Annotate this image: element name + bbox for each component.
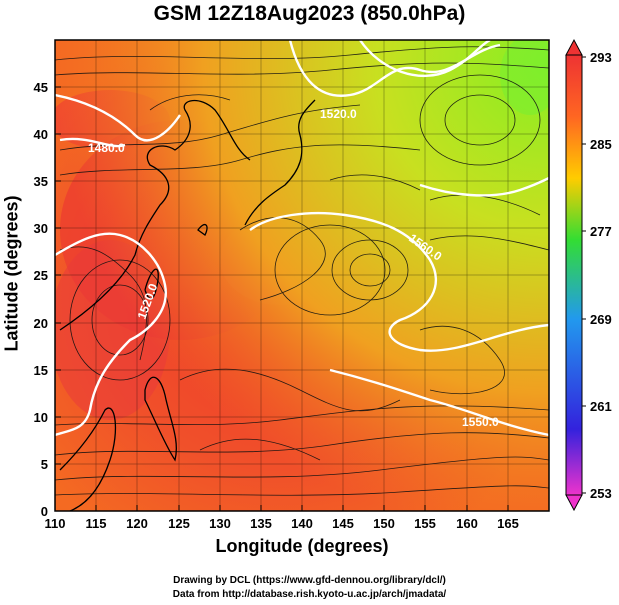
- map-title: GSM 12Z18Aug2023 (850.0hPa): [153, 2, 466, 25]
- x-tick-label: 115: [86, 516, 107, 531]
- x-tick-label: 165: [497, 516, 519, 531]
- credit-data-source: Data from http://database.rish.kyoto-u.a…: [172, 589, 447, 600]
- x-tick-label: 150: [373, 516, 395, 531]
- contour-label: 1480.0: [88, 141, 125, 155]
- x-tick-label: 160: [456, 516, 478, 531]
- x-tick-label: 135: [250, 516, 272, 531]
- colorbar-scale: [565, 54, 583, 496]
- y-tick-label: 5: [41, 457, 48, 472]
- colorbar-tick-label: 293: [590, 50, 612, 65]
- height-contours: [55, 40, 549, 437]
- y-tick-label: 0: [41, 504, 48, 519]
- y-tick-label: 40: [34, 127, 48, 142]
- credit-drawing: Drawing by DCL (https://www.gfd-dennou.o…: [173, 575, 446, 586]
- y-tick-label: 15: [34, 363, 48, 378]
- colorbar-tick-label: 253: [590, 486, 612, 501]
- colorbar: 293 285 277 269 261 253: [565, 38, 612, 512]
- colorbar-tick-label: 269: [590, 312, 612, 327]
- x-tick-label: 140: [291, 516, 313, 531]
- colorbar-tick-label: 261: [590, 399, 612, 414]
- x-tick-marks: [54, 505, 509, 511]
- y-axis-label: Latitude (degrees): [1, 195, 22, 352]
- x-tick-label: 125: [168, 516, 190, 531]
- y-tick-label: 45: [34, 80, 48, 95]
- x-tick-label: 155: [414, 516, 436, 531]
- colorbar-top-arrow: [565, 38, 583, 56]
- colorbar-tick-label: 277: [590, 224, 612, 239]
- y-tick-marks: [55, 86, 61, 512]
- x-tick-label: 110: [45, 516, 66, 531]
- y-tick-label: 35: [34, 174, 48, 189]
- temperature-field: 1520.0 1480.0 1560.0 1520.0 1550.0: [55, 40, 549, 511]
- y-tick-label: 30: [34, 221, 48, 236]
- x-tick-label: 120: [126, 516, 148, 531]
- coastline: [59, 99, 316, 511]
- y-tick-label: 20: [34, 316, 48, 331]
- y-tick-label: 10: [34, 410, 48, 425]
- colorbar-tick-label: 285: [590, 137, 612, 152]
- y-tick-label: 25: [34, 268, 48, 283]
- wind-streamlines: [55, 46, 549, 496]
- contour-label: 1550.0: [462, 415, 499, 429]
- colorbar-bottom-arrow: [565, 494, 583, 512]
- x-tick-label: 130: [209, 516, 231, 531]
- contour-label: 1520.0: [320, 107, 357, 121]
- x-axis-label: Longitude (degrees): [215, 536, 389, 556]
- x-tick-label: 145: [332, 516, 354, 531]
